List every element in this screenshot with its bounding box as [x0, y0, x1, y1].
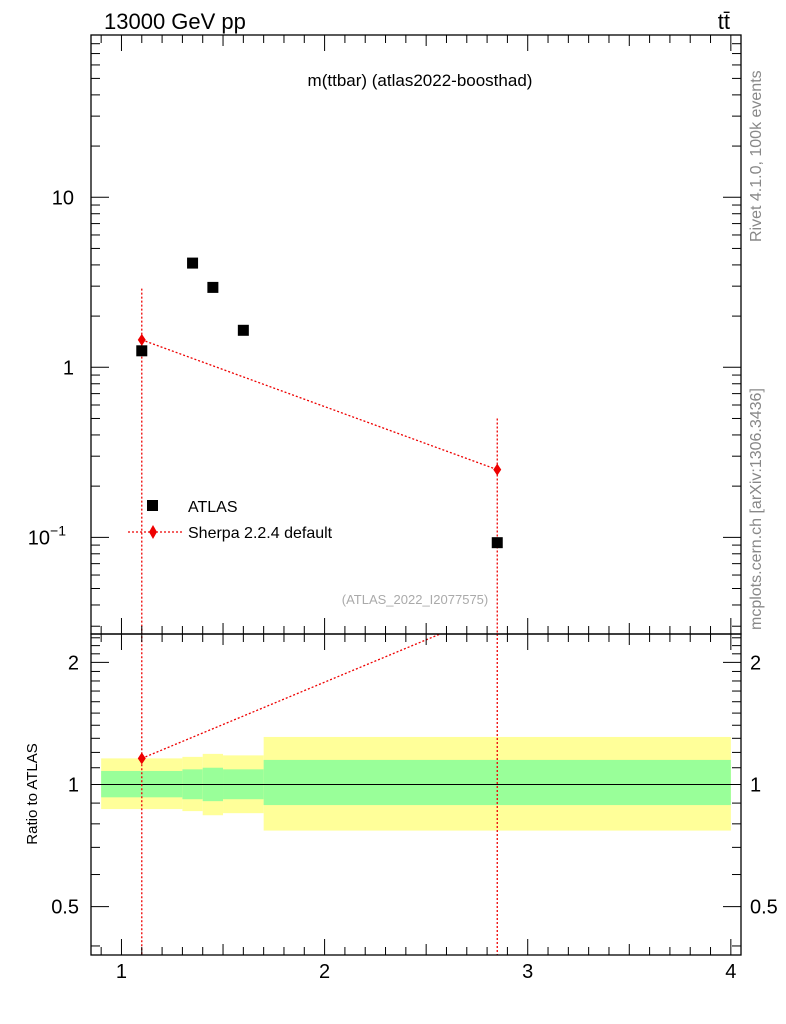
- sherpa-ratio-point: [137, 752, 146, 765]
- ratio-frame: [90, 633, 742, 956]
- y-tick-label: 10−1: [28, 522, 66, 549]
- x-tick-layer: 1 2 3 4: [100, 35, 736, 983]
- ratio-y-tick-label-left: 2: [68, 652, 79, 674]
- ratio-y-tick-label-right: 1: [750, 775, 761, 797]
- y-tick-label: 1: [63, 357, 74, 379]
- ratio-series-layer: [137, 633, 498, 955]
- ratio-y-axis-label: Ratio to ATLAS: [24, 743, 41, 844]
- sherpa-point: [137, 333, 146, 346]
- mcplots-site-label: mcplots.cern.ch [arXiv:1306.3436]: [748, 388, 765, 630]
- x-tick-label: 3: [522, 961, 533, 983]
- x-tick-label: 2: [319, 961, 330, 983]
- ratio-y-tick-label-left: 0.5: [51, 897, 79, 919]
- main-frame: [90, 34, 742, 635]
- x-tick-label: 4: [725, 961, 736, 983]
- atlas-point: [237, 324, 249, 336]
- atlas-point: [207, 281, 219, 293]
- atlas-point: [491, 537, 503, 549]
- process-label: tt̄: [718, 9, 730, 34]
- main-panel: 10−1 1 10 m(ttbar) (atlas2022-boosthad) (A…: [28, 34, 742, 635]
- atlas-point: [136, 345, 148, 357]
- sherpa-point: [493, 463, 502, 476]
- ratio-y-tick-label-right: 0.5: [750, 897, 778, 919]
- chart-title: m(ttbar) (atlas2022-boosthad): [308, 71, 533, 90]
- atlas-point: [187, 257, 199, 269]
- analysis-id-watermark: (ATLAS_2022_I2077575): [342, 592, 488, 607]
- main-series-layer: [136, 257, 503, 634]
- sherpa-ratio-line: [141, 633, 441, 759]
- legend-atlas-marker: [147, 500, 158, 511]
- ratio-y-tick-label-left: 1: [68, 775, 79, 797]
- ratio-y-tick-label-right: 2: [750, 652, 761, 674]
- main-tick-layer: 10−1 1 10: [28, 34, 741, 627]
- x-tick-label: 1: [116, 961, 127, 983]
- rivet-version-label: Rivet 4.1.0, 100k events: [748, 70, 765, 242]
- legend: ATLAS Sherpa 2.2.4 default: [128, 499, 333, 542]
- ratio-band-layer: [91, 736, 741, 831]
- ratio-panel: 0.5 0.5 1 1 2 2 Ratio to ATLAS: [24, 633, 778, 956]
- sherpa-line: [141, 339, 498, 471]
- legend-atlas-label: ATLAS: [188, 499, 238, 516]
- legend-sherpa-marker: [149, 525, 157, 539]
- ratio-tick-layer: 0.5 0.5 1 1 2 2: [51, 637, 778, 947]
- energy-label: 13000 GeV pp: [104, 9, 246, 34]
- y-tick-label: 10: [52, 187, 74, 209]
- legend-sherpa-label: Sherpa 2.2.4 default: [188, 525, 333, 542]
